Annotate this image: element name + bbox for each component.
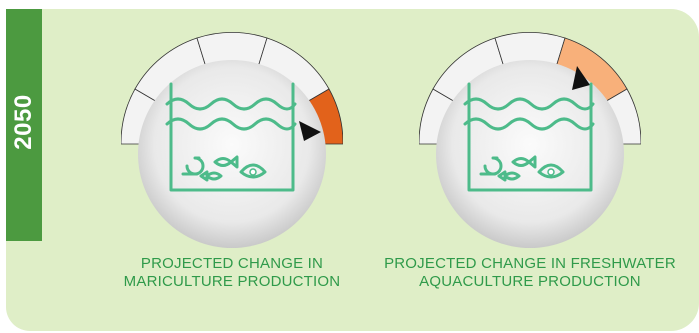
mariculture-gauge-graphic	[121, 32, 343, 248]
year-tab	[6, 9, 42, 241]
mariculture-label-line2: MARICULTURE PRODUCTION	[123, 273, 341, 290]
aquaculture-icon	[165, 82, 297, 192]
freshwater-label-line2: AQUACULTURE PRODUCTION	[419, 273, 641, 290]
aquaculture-icon	[463, 82, 595, 192]
pearl-icon	[547, 168, 555, 176]
gauge-dial	[138, 60, 326, 248]
mariculture-gauge	[121, 28, 343, 250]
freshwater-gauge-graphic	[419, 32, 641, 248]
freshwater-label: PROJECTED CHANGE IN FRESHWATER AQUACULTU…	[384, 255, 676, 291]
year-label: 2050	[10, 94, 37, 150]
freshwater-gauge	[419, 28, 641, 250]
gauge-dial	[436, 60, 624, 248]
mariculture-label-line1: PROJECTED CHANGE IN	[140, 255, 324, 272]
gauge-pointer	[572, 66, 590, 90]
pearl-icon	[249, 168, 257, 176]
freshwater-label-line1: PROJECTED CHANGE IN FRESHWATER	[384, 255, 676, 272]
gauge-pointer	[299, 121, 321, 141]
mariculture-label: PROJECTED CHANGE IN MARICULTURE PRODUCTI…	[120, 255, 344, 291]
